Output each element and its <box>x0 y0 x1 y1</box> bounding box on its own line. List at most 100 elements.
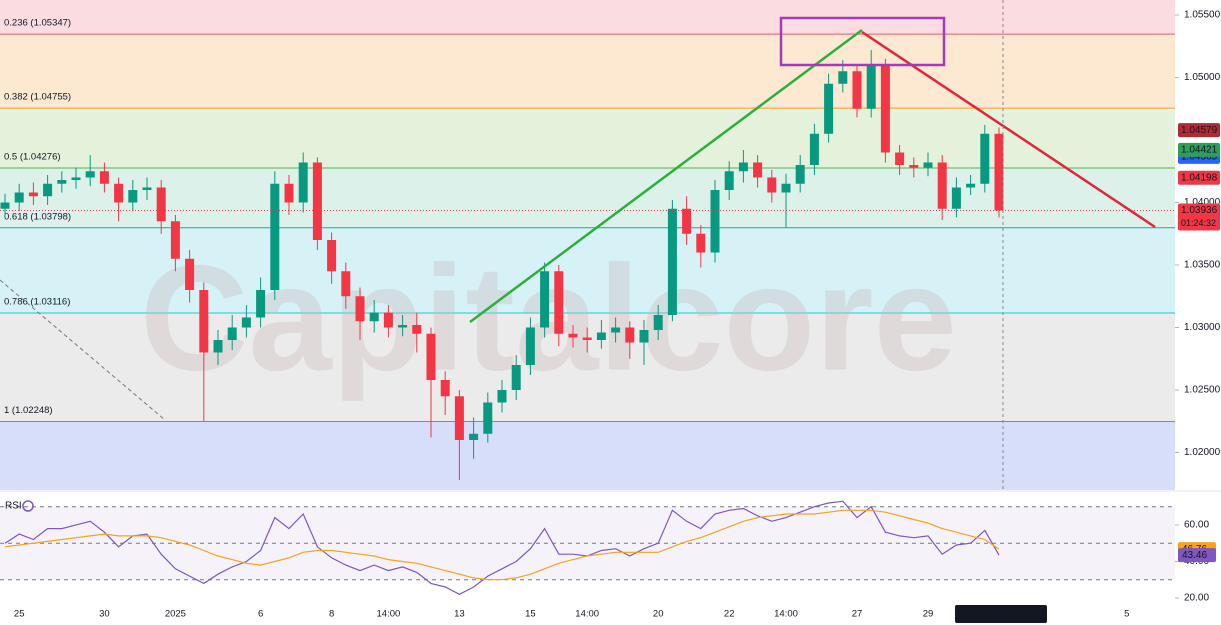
y-tick-label: 1.03000 <box>1184 322 1221 333</box>
countdown: 01:24:32 <box>1181 218 1216 228</box>
candle-body <box>85 171 95 178</box>
candle-body <box>710 190 720 253</box>
x-tick-label: 14:00 <box>575 609 599 620</box>
candle-body <box>966 183 976 188</box>
x-tick-label: 30 <box>99 609 110 620</box>
candle-body <box>895 152 905 165</box>
candle-body <box>355 296 365 322</box>
candle-body <box>28 192 38 197</box>
candle-body <box>256 290 266 318</box>
candle-body <box>781 183 791 193</box>
rsi-plot <box>0 500 1175 595</box>
candle-body <box>511 365 521 390</box>
x-tick-label: 2025 <box>165 609 186 620</box>
axes: 1.05500 1.05000 1.04000 1.03500 1.03000 1.025… <box>0 10 1221 625</box>
x-tick-label: 27 <box>852 609 863 620</box>
fib-band <box>0 0 1175 35</box>
candle-body <box>440 380 450 397</box>
candle-body <box>667 208 677 315</box>
candle-body <box>483 402 493 434</box>
up-trendline <box>469 28 863 324</box>
candle-body <box>383 312 393 328</box>
candle-body <box>525 327 535 365</box>
x-tick-label: 6 <box>258 609 263 620</box>
candle-body <box>596 332 606 340</box>
dashed-guide <box>0 279 166 421</box>
candle-body <box>398 325 408 328</box>
x-tick-label: 29 <box>923 609 934 620</box>
price-plot <box>0 50 1175 480</box>
candle-body <box>341 271 351 297</box>
candle-body <box>909 165 919 168</box>
fib-label: 0.236 (1.05347) <box>4 18 71 29</box>
candle-body <box>185 258 195 290</box>
rsi-line <box>4 509 1000 581</box>
candle-body <box>99 171 109 184</box>
candle-body <box>824 83 834 134</box>
candle-body <box>227 327 237 340</box>
price-tag <box>1178 170 1220 185</box>
candle-body <box>57 180 67 184</box>
candle-body <box>951 187 961 209</box>
candle-body <box>454 396 464 440</box>
candle-body <box>994 133 1004 211</box>
candle-body <box>426 333 436 380</box>
fib-bands: 0.236 (1.05347) 0.382 (1.04755) 0.5 (1.042… <box>0 0 1175 490</box>
x-tick-label: 5 <box>1124 609 1129 620</box>
fib-label: 0.382 (1.04755) <box>4 92 71 103</box>
fib-band <box>0 421 1175 490</box>
rsi-value-label: 43.46 <box>1182 550 1207 561</box>
candle-body <box>213 340 223 353</box>
rsi-icon <box>22 500 34 512</box>
candle-body <box>682 208 692 234</box>
candle-body <box>738 162 748 172</box>
candle-body <box>852 71 862 109</box>
y-tick-label: 1.05000 <box>1184 72 1221 83</box>
candle-body <box>43 183 53 197</box>
candle-body <box>838 71 848 84</box>
fib-band <box>0 108 1175 168</box>
y-tick-label: 1.05500 <box>1184 10 1221 21</box>
candle-body <box>284 183 294 203</box>
x-tick-label: 25 <box>14 609 25 620</box>
candle-body <box>866 65 876 109</box>
x-axis-bg <box>0 610 1221 625</box>
candle-body <box>497 390 507 403</box>
price-axis-bg <box>1175 0 1221 625</box>
x-tick-label: 20 <box>653 609 664 620</box>
candle-body <box>980 133 990 184</box>
y-tick-label: 1.02500 <box>1184 385 1221 396</box>
candle-body <box>582 337 592 340</box>
candle-body <box>625 327 635 343</box>
x-tick-label: 14:00 <box>774 609 798 620</box>
price-tag-label: 1.04198 <box>1181 172 1218 183</box>
candle-body <box>724 171 734 190</box>
last-price-label: 1.03936 <box>1181 205 1218 216</box>
y-tick-label: 1.04000 <box>1184 197 1221 208</box>
rsi-band <box>0 506 1175 580</box>
candle-body <box>71 177 81 180</box>
y-tick-label: 1.02000 <box>1184 447 1221 458</box>
y-tick-label: 1.03500 <box>1184 260 1221 271</box>
price-tag <box>1178 123 1220 138</box>
candle-body <box>327 240 337 272</box>
candle-body <box>554 271 564 334</box>
fib-label: 0.786 (1.03116) <box>4 297 70 308</box>
rsi-value-tag <box>1178 548 1216 563</box>
candle-body <box>880 65 890 153</box>
candle-body <box>469 433 479 440</box>
price-tag-label: 1.04579 <box>1181 125 1218 136</box>
rsi-y-tick-label: 20.00 <box>1184 593 1209 604</box>
rsi-title: RSI <box>5 501 22 512</box>
last-price-tag <box>1178 203 1220 231</box>
candle-body <box>14 192 24 203</box>
candle-body <box>199 290 209 353</box>
candle-body <box>270 183 280 290</box>
fib-band <box>0 34 1175 109</box>
candle-body <box>795 165 805 184</box>
candle-body <box>369 312 379 322</box>
rsi-pane-bg <box>0 492 1175 610</box>
candle-body <box>142 187 152 190</box>
rsi-line <box>4 500 1000 595</box>
fib-label: 1 (1.02248) <box>4 405 53 416</box>
